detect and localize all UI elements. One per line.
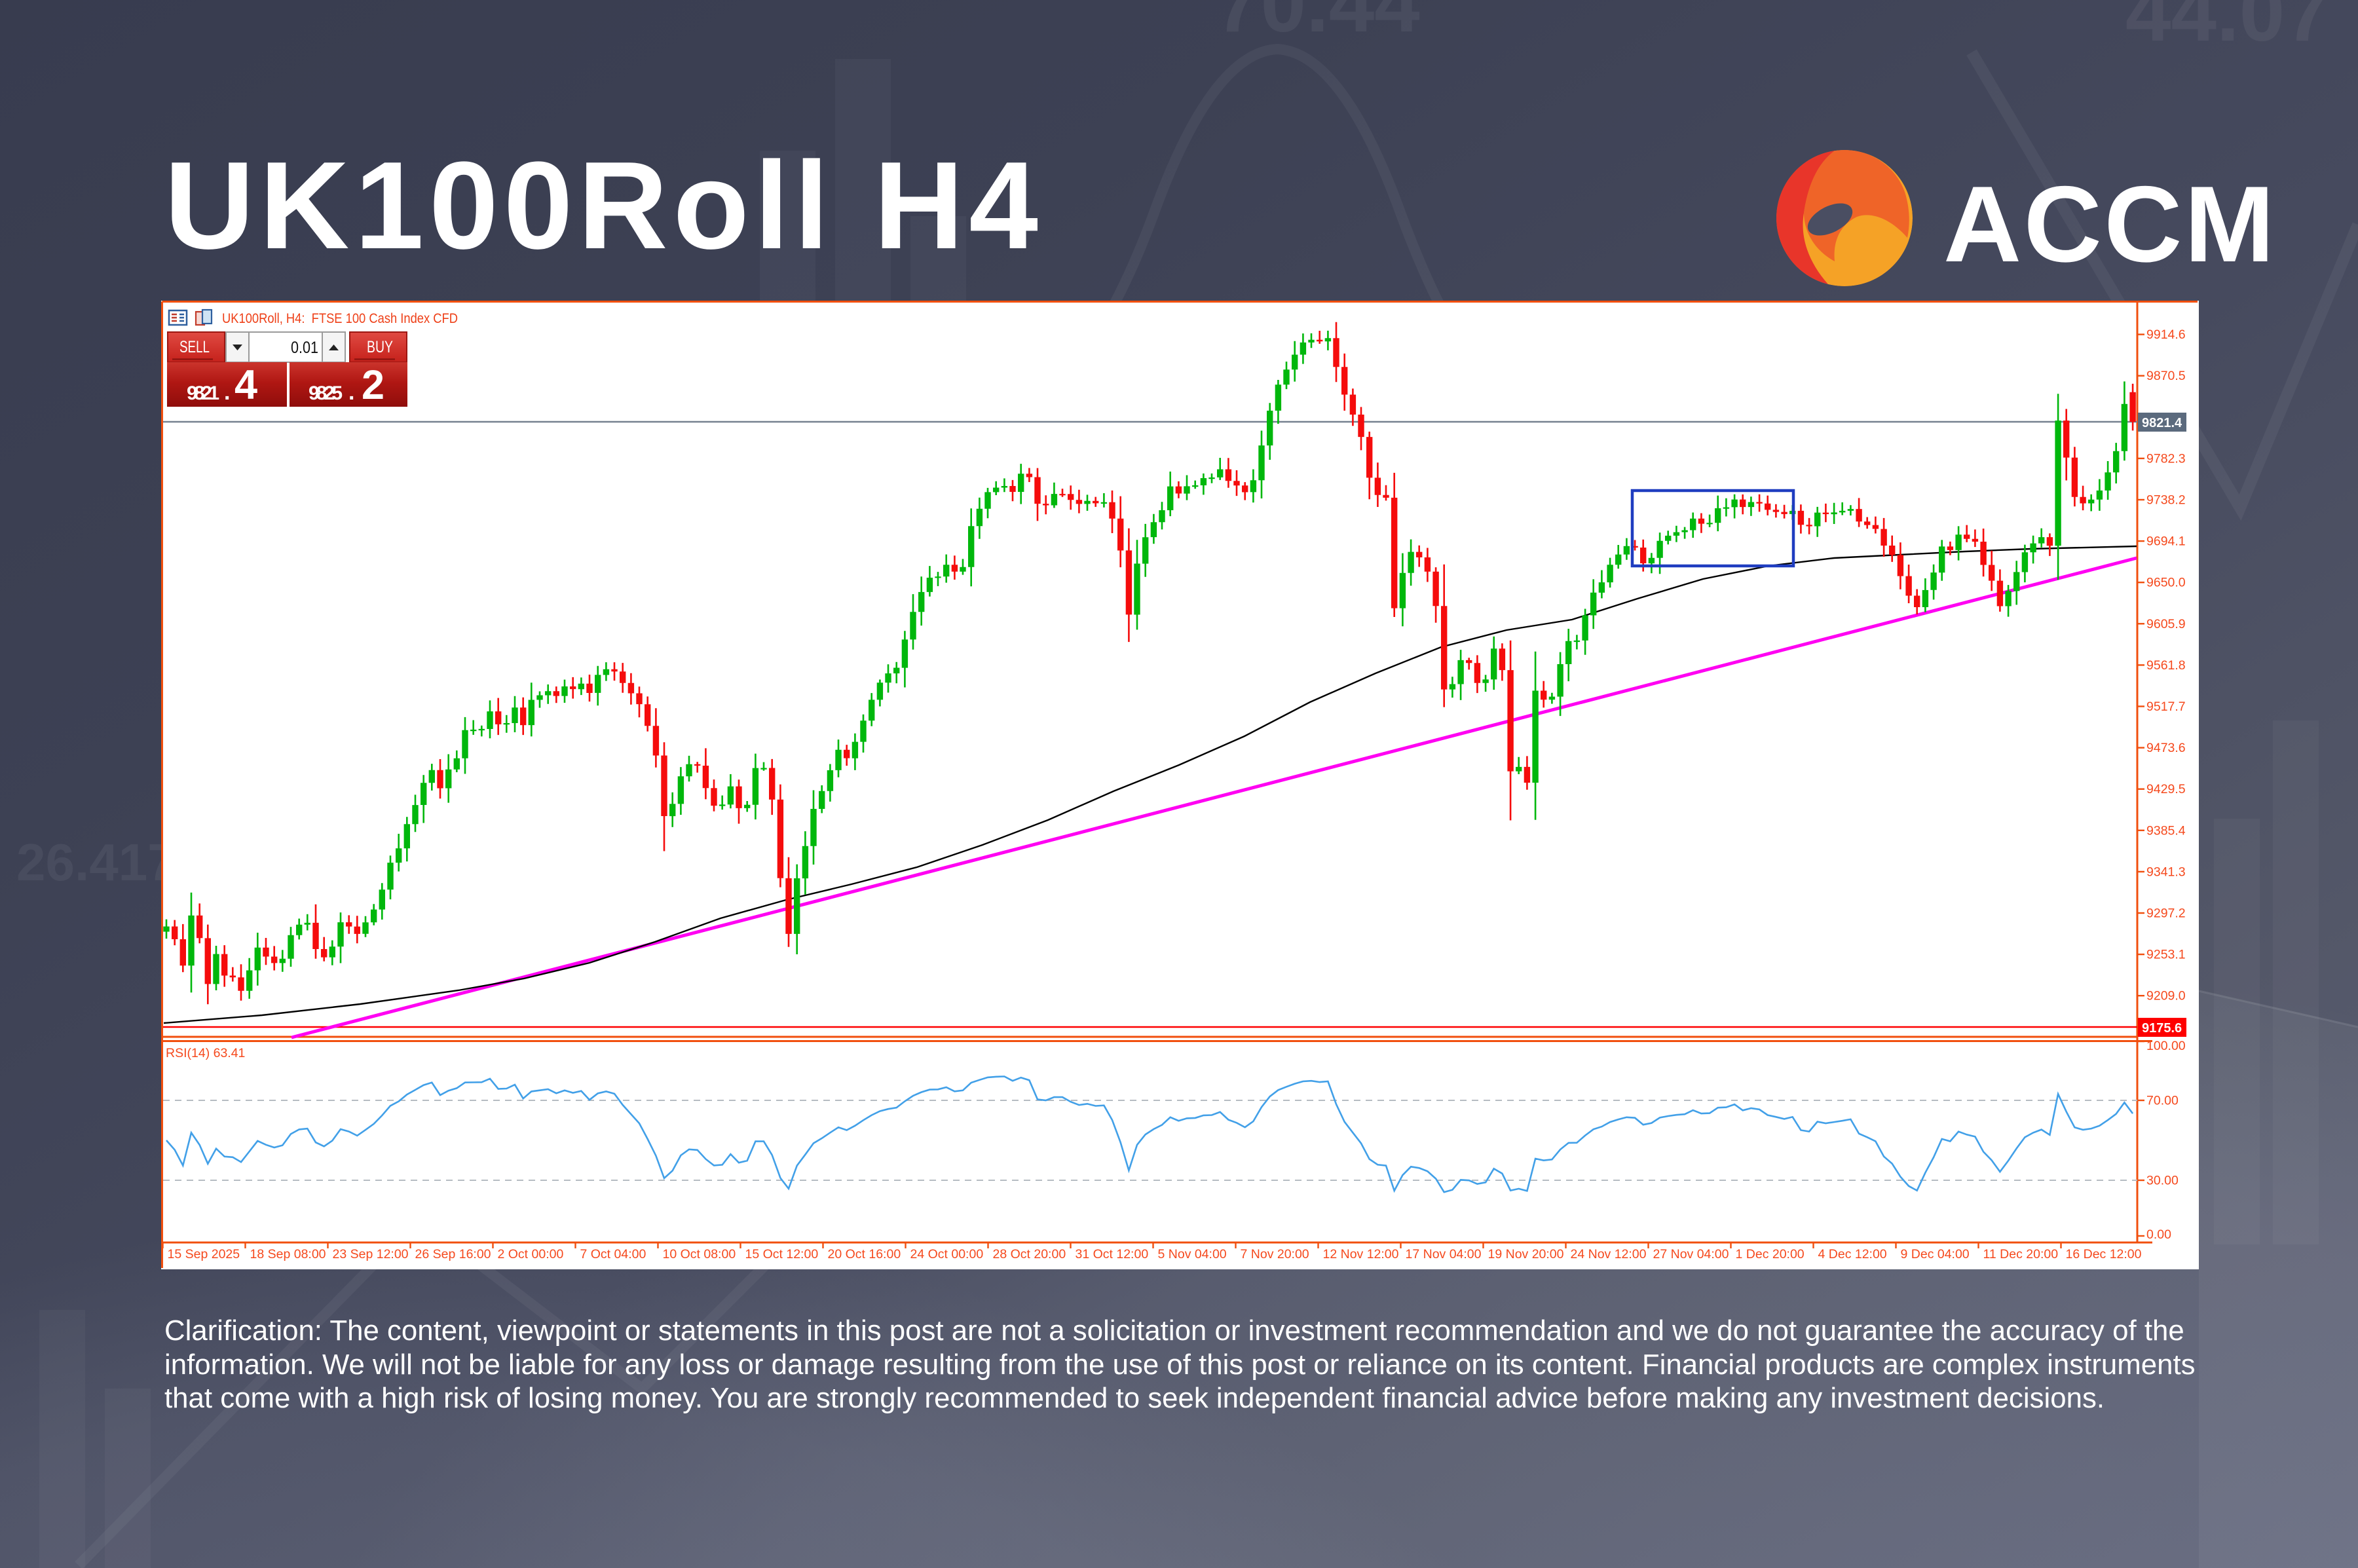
svg-text:27 Nov 04:00: 27 Nov 04:00	[1653, 1247, 1729, 1261]
svg-text:2 Oct 00:00: 2 Oct 00:00	[498, 1247, 564, 1261]
svg-text:1 Dec 20:00: 1 Dec 20:00	[1736, 1247, 1805, 1261]
svg-text:100.00: 100.00	[2146, 1039, 2186, 1053]
svg-text:4: 4	[234, 362, 257, 408]
svg-text:19 Nov 20:00: 19 Nov 20:00	[1488, 1247, 1564, 1261]
svg-text:70.44: 70.44	[1215, 0, 1420, 49]
svg-text:11 Dec 20:00: 11 Dec 20:00	[1983, 1247, 2059, 1261]
svg-text:70.00: 70.00	[2146, 1094, 2179, 1108]
svg-text:9914.6: 9914.6	[2146, 327, 2186, 342]
svg-text:BUY: BUY	[367, 338, 393, 356]
svg-text:4 Dec 12:00: 4 Dec 12:00	[1818, 1247, 1887, 1261]
svg-text:9650.0: 9650.0	[2146, 576, 2186, 590]
svg-text:0.01: 0.01	[291, 339, 318, 357]
svg-text:28 Oct 20:00: 28 Oct 20:00	[993, 1247, 1066, 1261]
svg-text:9385.4: 9385.4	[2146, 823, 2186, 838]
svg-text:20 Oct 16:00: 20 Oct 16:00	[828, 1247, 901, 1261]
svg-text:9825: 9825	[309, 383, 343, 404]
svg-text:10 Oct 08:00: 10 Oct 08:00	[663, 1247, 736, 1261]
svg-text:9821.4: 9821.4	[2142, 416, 2182, 430]
svg-text:44.07: 44.07	[2125, 0, 2330, 58]
svg-text:9605.9: 9605.9	[2146, 617, 2186, 631]
svg-text:2: 2	[362, 362, 384, 408]
svg-text:15 Oct 12:00: 15 Oct 12:00	[745, 1247, 819, 1261]
svg-text:5 Nov 04:00: 5 Nov 04:00	[1158, 1247, 1227, 1261]
svg-text:9 Dec 04:00: 9 Dec 04:00	[1901, 1247, 1970, 1261]
svg-text:9782.3: 9782.3	[2146, 451, 2186, 466]
svg-text:.: .	[348, 380, 354, 405]
svg-text:SELL: SELL	[179, 338, 210, 356]
svg-text:26.417: 26.417	[16, 833, 177, 891]
svg-text:15 Sep 2025: 15 Sep 2025	[168, 1247, 240, 1261]
svg-text:9175.6: 9175.6	[2142, 1021, 2182, 1036]
svg-text:26 Sep 16:00: 26 Sep 16:00	[415, 1247, 491, 1261]
svg-text:16 Dec 12:00: 16 Dec 12:00	[2066, 1247, 2142, 1261]
svg-text:30.00: 30.00	[2146, 1174, 2179, 1188]
svg-text:9561.8: 9561.8	[2146, 658, 2186, 673]
svg-text:9297.2: 9297.2	[2146, 906, 2186, 921]
svg-text:12 Nov 12:00: 12 Nov 12:00	[1323, 1247, 1399, 1261]
svg-text:9517.7: 9517.7	[2146, 700, 2186, 714]
svg-text:7 Oct 04:00: 7 Oct 04:00	[580, 1247, 646, 1261]
svg-text:9821: 9821	[187, 383, 219, 404]
svg-text:31 Oct 12:00: 31 Oct 12:00	[1076, 1247, 1149, 1261]
svg-text:9473.6: 9473.6	[2146, 741, 2186, 755]
svg-text:UK100Roll, H4: FTSE 100 Cash: UK100Roll, H4: FTSE 100 Cash Index CFD	[222, 311, 458, 326]
svg-text:17 Nov 04:00: 17 Nov 04:00	[1406, 1247, 1482, 1261]
svg-text:24 Nov 12:00: 24 Nov 12:00	[1571, 1247, 1647, 1261]
svg-text:9694.1: 9694.1	[2146, 534, 2186, 549]
svg-text:9209.0: 9209.0	[2146, 989, 2186, 1003]
svg-text:.: .	[224, 380, 230, 405]
svg-text:9870.5: 9870.5	[2146, 369, 2186, 383]
svg-text:18 Sep 08:00: 18 Sep 08:00	[250, 1247, 326, 1261]
svg-text:9253.1: 9253.1	[2146, 948, 2186, 962]
svg-text:7 Nov 20:00: 7 Nov 20:00	[1241, 1247, 1309, 1261]
svg-text:23 Sep 12:00: 23 Sep 12:00	[333, 1247, 409, 1261]
svg-text:9738.2: 9738.2	[2146, 493, 2186, 508]
svg-text:0.00: 0.00	[2146, 1227, 2171, 1242]
svg-text:9429.5: 9429.5	[2146, 782, 2186, 796]
svg-text:ACCM: ACCM	[1943, 164, 2277, 284]
svg-text:24 Oct 00:00: 24 Oct 00:00	[910, 1247, 984, 1261]
svg-text:9341.3: 9341.3	[2146, 865, 2186, 879]
svg-text:RSI(14) 63.41: RSI(14) 63.41	[166, 1046, 245, 1060]
